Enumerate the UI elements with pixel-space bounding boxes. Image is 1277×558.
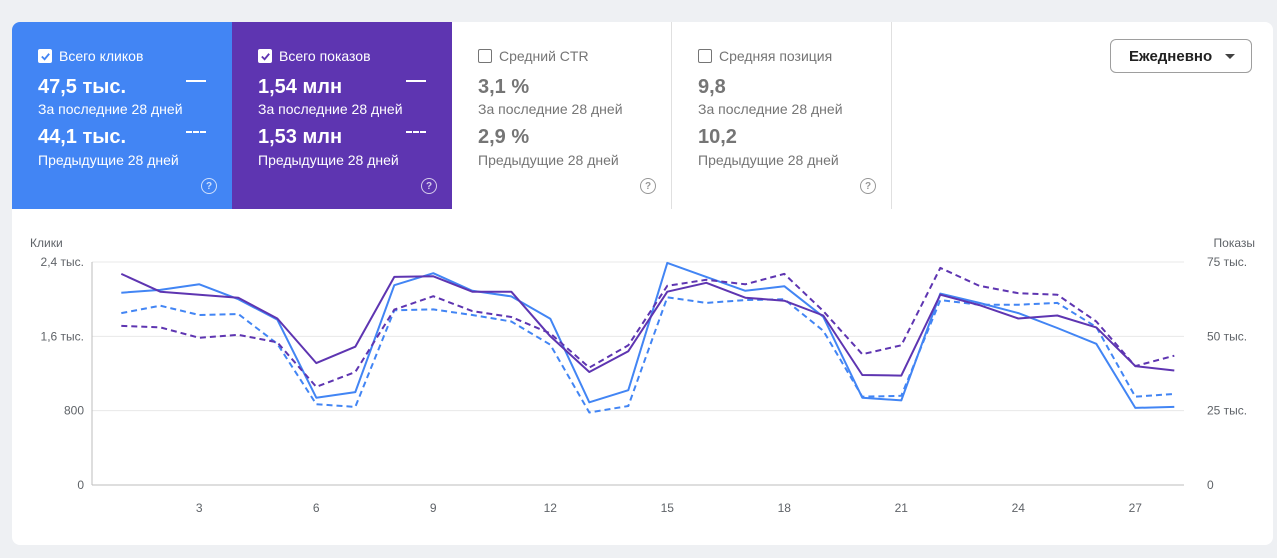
x-tick-label: 9 bbox=[430, 501, 437, 515]
series-line-impressions-current bbox=[120, 272, 1175, 377]
left-axis-title: Клики bbox=[30, 236, 63, 250]
metric-label: Всего кликов bbox=[59, 48, 144, 64]
checkbox-impressions[interactable] bbox=[258, 49, 272, 63]
left-tick-label: 800 bbox=[64, 404, 84, 418]
left-tick-label: 0 bbox=[77, 478, 84, 492]
right-axis-title: Показы bbox=[1214, 236, 1255, 250]
metric-label: Средний CTR bbox=[499, 48, 589, 64]
caret-down-icon bbox=[1225, 54, 1235, 59]
metric-header-ctr: Средний CTR bbox=[478, 48, 589, 64]
metric-current-value: 47,5 тыс. bbox=[38, 76, 127, 98]
dashed-line-legend-icon bbox=[406, 131, 426, 133]
series-line-clicks-current bbox=[121, 261, 1175, 409]
x-tick-label: 12 bbox=[544, 501, 558, 515]
x-tick-label: 21 bbox=[895, 501, 909, 515]
granularity-dropdown[interactable]: Ежедневно bbox=[1110, 39, 1252, 73]
right-tick-label: 50 тыс. bbox=[1207, 329, 1247, 343]
right-tick-label: 25 тыс. bbox=[1207, 404, 1247, 418]
metric-tab-clicks[interactable]: Всего кликов 47,5 тыс. За последние 28 д… bbox=[12, 22, 232, 209]
x-tick-label: 18 bbox=[778, 501, 792, 515]
metric-previous-value: 44,1 тыс. bbox=[38, 126, 127, 148]
metric-header-position: Средняя позиция bbox=[698, 48, 832, 64]
metric-current-period: За последние 28 дней bbox=[478, 101, 623, 117]
left-tick-label: 2,4 тыс. bbox=[41, 255, 84, 269]
metric-label: Средняя позиция bbox=[719, 48, 833, 64]
performance-chart: Клики Показы 0 800 1,6 тыс. 2,4 тыс. 0 25 тыс. 5… bbox=[30, 236, 1255, 515]
performance-card: Всего кликов 47,5 тыс. За последние 28 д… bbox=[12, 22, 1273, 545]
metric-tab-impressions[interactable]: Всего показов 1,54 млн За последние 28 д… bbox=[232, 22, 452, 209]
left-tick-label: 1,6 тыс. bbox=[41, 329, 84, 343]
help-icon[interactable]: ? bbox=[201, 178, 217, 194]
metric-header-impressions: Всего показов bbox=[258, 48, 371, 64]
help-icon[interactable]: ? bbox=[860, 178, 876, 194]
metric-current-period: За последние 28 дней bbox=[258, 101, 403, 117]
series-line-clicks-previous bbox=[121, 296, 1175, 414]
metric-previous-value: 1,53 млн bbox=[258, 126, 343, 148]
checkbox-clicks[interactable] bbox=[38, 49, 52, 63]
checkbox-ctr[interactable] bbox=[478, 49, 492, 63]
check-icon bbox=[40, 52, 50, 61]
metric-previous-value: 2,9 % bbox=[478, 126, 530, 148]
x-tick-label: 27 bbox=[1129, 501, 1143, 515]
metric-current-period: За последние 28 дней bbox=[698, 101, 843, 117]
metric-tab-ctr[interactable]: Средний CTR 3,1 % За последние 28 дней 2… bbox=[452, 22, 672, 209]
metric-label: Всего показов bbox=[279, 48, 371, 64]
metric-header-clicks: Всего кликов bbox=[38, 48, 143, 64]
metric-current-value: 1,54 млн bbox=[258, 76, 343, 98]
dashed-line-legend-icon bbox=[186, 131, 206, 133]
x-tick-label: 3 bbox=[196, 501, 203, 515]
metric-current-value: 3,1 % bbox=[478, 76, 530, 98]
check-icon bbox=[260, 52, 270, 61]
x-tick-label: 24 bbox=[1012, 501, 1026, 515]
granularity-selected: Ежедневно bbox=[1129, 47, 1213, 65]
x-tick-label: 15 bbox=[661, 501, 675, 515]
metric-current-value: 9,8 bbox=[698, 76, 726, 98]
metric-previous-value: 10,2 bbox=[698, 126, 737, 148]
metric-previous-period: Предыдущие 28 дней bbox=[478, 152, 619, 168]
solid-line-legend-icon bbox=[406, 80, 426, 82]
solid-line-legend-icon bbox=[186, 80, 206, 82]
help-icon[interactable]: ? bbox=[640, 178, 656, 194]
metric-tab-position[interactable]: Средняя позиция 9,8 За последние 28 дней… bbox=[672, 22, 892, 209]
right-tick-label: 75 тыс. bbox=[1207, 255, 1247, 269]
metric-current-period: За последние 28 дней bbox=[38, 101, 183, 117]
metric-previous-period: Предыдущие 28 дней bbox=[38, 152, 179, 168]
checkbox-position[interactable] bbox=[698, 49, 712, 63]
help-icon[interactable]: ? bbox=[421, 178, 437, 194]
right-tick-label: 0 bbox=[1207, 478, 1214, 492]
x-tick-label: 6 bbox=[313, 501, 320, 515]
metric-previous-period: Предыдущие 28 дней bbox=[258, 152, 399, 168]
metric-previous-period: Предыдущие 28 дней bbox=[698, 152, 839, 168]
